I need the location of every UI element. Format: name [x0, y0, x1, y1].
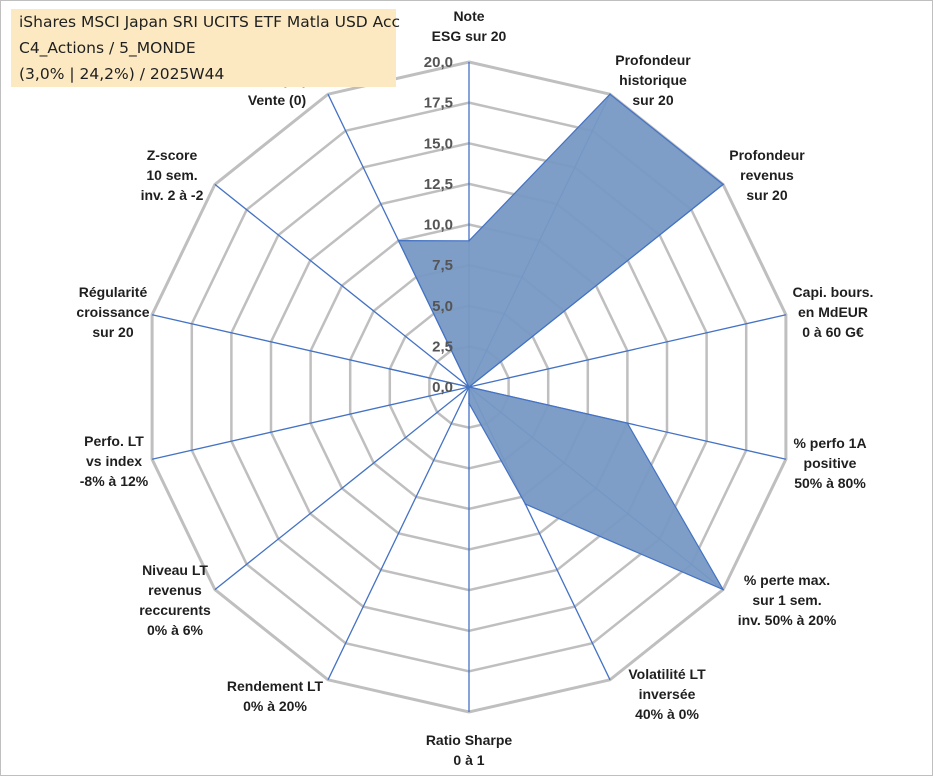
- axis-label-12-line-1: 10 sem.: [146, 167, 197, 183]
- axis-label-8-line-1: 0% à 20%: [243, 698, 307, 714]
- axis-label-10-line-0: Perfo. LT: [84, 433, 144, 449]
- axis-label-3-line-1: en MdEUR: [798, 304, 868, 320]
- axis-label-11-line-2: sur 20: [92, 324, 133, 340]
- data-point-12: [468, 386, 470, 388]
- axis-label-11-line-0: Régularité: [79, 284, 148, 300]
- data-point-1: [609, 93, 611, 95]
- axis-label-8-line-0: Rendement LT: [227, 678, 324, 694]
- axis-spoke-3: [468, 314, 787, 388]
- data-point-4: [626, 422, 629, 425]
- axis-label-2-line-0: Profondeur: [729, 147, 805, 163]
- axis-spoke-8: [327, 386, 470, 681]
- tick-label-1: 2,5: [432, 338, 453, 355]
- axis-label-5-line-0: % perte max.: [744, 572, 830, 588]
- axis-label-4-line-2: 50% à 80%: [794, 475, 866, 491]
- axis-label-6-line-2: 40% à 0%: [635, 706, 699, 722]
- axis-spoke-10: [151, 386, 470, 460]
- axis-label-1-line-0: Profondeur: [615, 52, 691, 68]
- tick-label-4: 10,0: [424, 217, 453, 234]
- data-point-2: [722, 183, 724, 186]
- info-box: iShares MSCI Japan SRI UCITS ETF Matla U…: [11, 9, 400, 87]
- fund-stats: (3,0% | 24,2%) / 2025W44: [19, 65, 225, 83]
- tick-label-8: 20,0: [424, 54, 453, 71]
- data-point-6: [524, 503, 527, 505]
- axis-labels: Note ESG sur 20 Profondeur historique sur 20…: [76, 8, 873, 768]
- axis-label-4-line-0: % perfo 1A: [793, 435, 866, 451]
- data-point-13: [397, 239, 400, 242]
- data-point-0: [468, 240, 470, 242]
- axis-label-5-line-2: inv. 50% à 20%: [738, 612, 837, 628]
- axis-label-12-line-2: inv. 2 à -2: [141, 187, 204, 203]
- data-point-5: [722, 588, 724, 591]
- axis-label-11-line-1: croissance: [76, 304, 149, 320]
- axis-label-4-line-1: positive: [804, 455, 857, 471]
- series-area: [389, 93, 724, 591]
- axis-label-0-line-1: ESG sur 20: [432, 28, 507, 44]
- tick-label-6: 15,0: [424, 135, 453, 152]
- axis-label-9-line-3: 0% à 6%: [147, 622, 204, 638]
- radial-tick-labels: 0,0 2,5 5,0 7,5 10,0 12,5 15,0 17,5 20,0: [424, 54, 453, 396]
- axis-label-10-line-2: -8% à 12%: [80, 473, 149, 489]
- fund-name: iShares MSCI Japan SRI UCITS ETF Matla U…: [19, 13, 401, 31]
- axis-label-9-line-2: reccurents: [139, 602, 211, 618]
- tick-label-3: 7,5: [432, 257, 453, 274]
- axis-label-0-line-0: Note: [453, 8, 484, 24]
- data-point-11: [389, 368, 391, 370]
- axis-label-12-line-0: Z-score: [147, 147, 198, 163]
- axis-label-1-line-2: sur 20: [632, 92, 673, 108]
- data-point-7: [468, 402, 470, 405]
- fund-category: C4_Actions / 5_MONDE: [19, 39, 196, 57]
- axis-label-7-line-0: Ratio Sharpe: [426, 732, 513, 748]
- axis-label-2-line-1: revenus: [740, 167, 794, 183]
- axis-label-9-line-0: Niveau LT: [142, 562, 208, 578]
- tick-label-7: 17,5: [424, 95, 453, 112]
- axis-label-2-line-2: sur 20: [746, 187, 787, 203]
- axis-label-13-line-2: Vente (0): [248, 92, 306, 108]
- tick-label-2: 5,0: [432, 298, 453, 315]
- axis-label-3-line-0: Capi. bours.: [793, 284, 874, 300]
- axis-spoke-12: [214, 183, 470, 388]
- axis-label-6-line-0: Volatilité LT: [628, 666, 706, 682]
- tick-label-5: 12,5: [424, 176, 453, 193]
- axis-spoke-9: [214, 386, 470, 591]
- axis-label-5-line-1: sur 1 sem.: [752, 592, 821, 608]
- axis-label-6-line-1: inversée: [639, 686, 696, 702]
- axis-label-7-line-1: 0 à 1: [453, 752, 484, 768]
- tick-label-0: 0,0: [432, 379, 453, 396]
- axis-label-10-line-1: vs index: [86, 453, 142, 469]
- axis-label-1-line-1: historique: [619, 72, 687, 88]
- axis-label-9-line-1: revenus: [148, 582, 202, 598]
- axis-label-3-line-2: 0 à 60 G€: [802, 324, 864, 340]
